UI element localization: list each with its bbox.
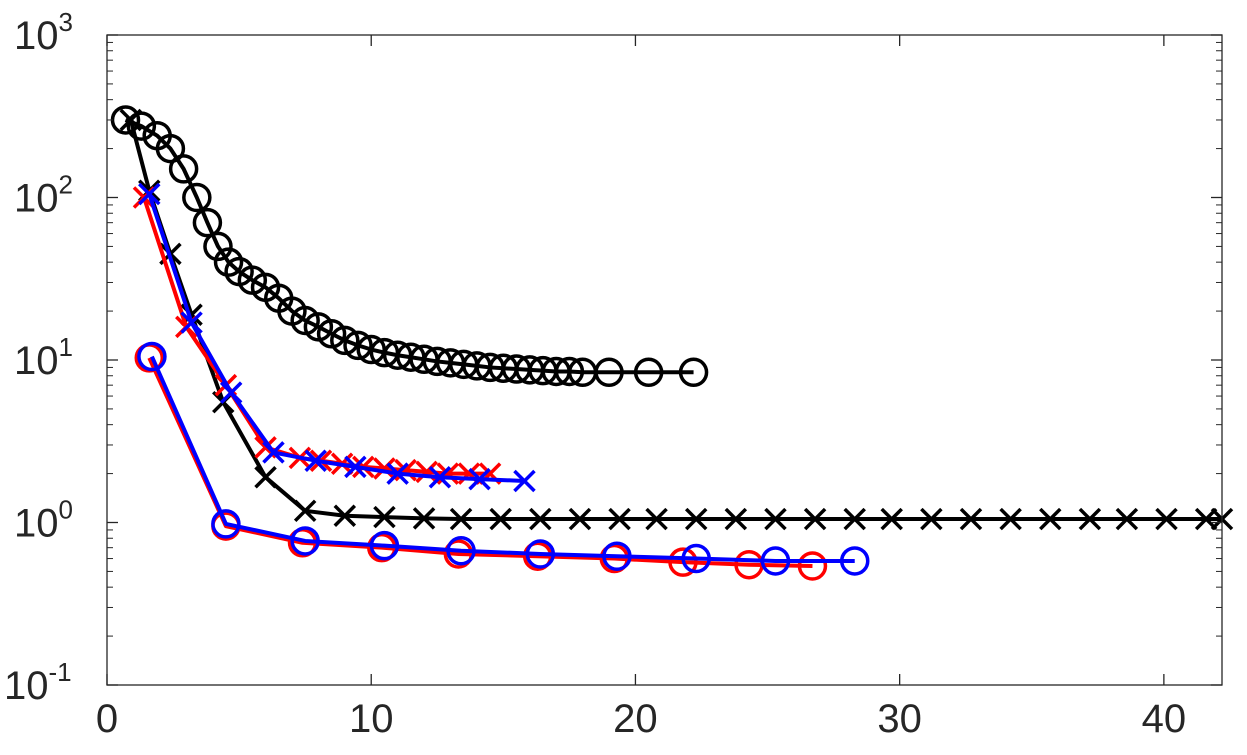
y-tick-label: 100 [14,495,73,546]
data-point [489,507,512,531]
plot-area-background [107,35,1222,685]
data-point [138,182,161,206]
data-point [373,457,396,480]
x-tick-label: 10 [349,697,394,741]
data-point [1039,507,1062,531]
data-point [468,467,491,491]
data-point [554,356,585,387]
data-point [959,507,983,531]
data-point [678,357,709,388]
ticks-layer [106,34,1222,686]
series-line [147,357,813,568]
series-5 [137,341,870,576]
data-point [525,539,556,569]
data-point [428,465,452,489]
data-point [290,526,320,556]
data-point [1115,507,1139,531]
data-point [880,507,903,531]
data-point [1155,507,1178,531]
data-point [1078,507,1102,531]
x-tick-labels: 0 10 20 30 40 [96,697,1186,741]
data-point [797,551,828,581]
data-point [330,325,360,356]
series-line [150,355,855,563]
data-point [344,455,367,479]
data-point [999,507,1022,531]
data-point [684,507,708,531]
data-point [213,247,244,277]
data-point [119,108,143,132]
data-point [724,507,748,531]
data-point [168,154,199,184]
data-point [839,546,870,576]
x-tick-label: 20 [613,697,658,741]
data-point [412,507,436,530]
data-point [568,507,592,531]
data-point [262,441,285,464]
data-point [182,182,212,213]
data-point [681,543,711,574]
data-point [219,381,243,404]
data-point [126,111,157,141]
series-line [147,193,525,484]
data-point [373,505,396,529]
data-point [599,543,630,574]
data-point [211,509,241,539]
data-point [180,311,203,334]
data-point [803,507,827,531]
data-point [333,504,357,528]
data-point [920,507,943,531]
data-point [602,541,632,571]
data-point [155,133,186,164]
data-point [760,546,791,576]
data-point [369,530,400,561]
data-point [764,507,787,531]
data-point [386,462,409,485]
y-tick-label: 103 [14,7,73,58]
data-point [203,231,233,262]
y-tick-label: 102 [14,170,73,221]
x-tick-label: 0 [96,697,118,741]
data-point [529,507,552,531]
data-point [633,357,664,388]
data-point [513,469,536,493]
data-point [843,507,866,531]
data-point [645,507,668,531]
series-0 [110,105,709,388]
data-point [137,341,167,372]
data-point [293,499,317,523]
data-point [449,507,473,531]
y-tick-label: 101 [14,332,73,383]
data-point [290,305,320,336]
data-point [1194,507,1218,531]
data-point [343,330,373,361]
data-point [668,547,698,577]
y-tick-label: 10-1 [4,657,72,708]
y-tick-labels: 10-1 100 101 102 103 [4,7,73,708]
data-point [192,207,223,238]
data-point [304,449,327,472]
data-point [254,465,277,489]
data-point [594,357,624,388]
data-point [443,539,474,569]
x-tick-label: 30 [877,697,922,741]
series-layer [110,105,1234,581]
x-tick-label: 40 [1142,697,1187,741]
data-point [608,507,631,531]
data-point [446,536,476,566]
series-3 [138,182,536,493]
